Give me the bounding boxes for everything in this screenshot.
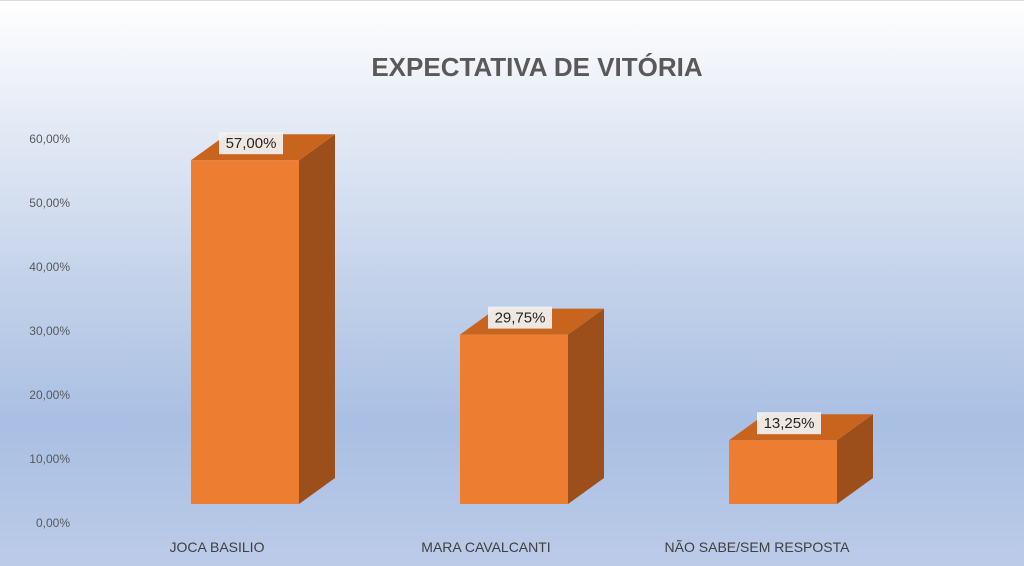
bar-side <box>837 414 873 504</box>
data-label-text: 29,75% <box>495 310 546 327</box>
bar-side <box>568 308 604 504</box>
bar-group <box>460 308 604 504</box>
bar-group <box>191 134 335 504</box>
y-tick-label: 20,00% <box>29 388 70 402</box>
bar <box>729 440 837 504</box>
data-label-text: 57,00% <box>226 135 277 152</box>
x-tick-label: MARA CAVALCANTI <box>421 539 550 555</box>
y-tick-label: 60,00% <box>29 132 70 146</box>
chart-title: EXPECTATIVA DE VITÓRIA <box>371 52 703 82</box>
data-label-text: 13,25% <box>764 415 815 432</box>
data-label-box <box>488 306 552 329</box>
data-label: 13,25% <box>757 412 821 435</box>
y-tick-label: 10,00% <box>29 452 70 466</box>
data-label-box <box>219 132 283 155</box>
bars <box>191 134 873 504</box>
data-label: 57,00% <box>219 132 283 155</box>
x-axis: JOCA BASILIO MARA CAVALCANTI NÃO SABE/SEM … <box>170 539 851 555</box>
y-tick-label: 0,00% <box>36 516 70 530</box>
y-tick-label: 40,00% <box>29 260 70 274</box>
bar <box>191 160 299 504</box>
bar-side <box>299 134 335 504</box>
y-tick-label: 50,00% <box>29 196 70 210</box>
data-label: 29,75% <box>488 306 552 329</box>
data-label-box <box>757 412 821 435</box>
x-tick-label: JOCA BASILIO <box>170 539 265 555</box>
x-tick-label: NÃO SABE/SEM RESPOSTA <box>665 539 851 555</box>
bar <box>460 334 568 504</box>
y-tick-label: 30,00% <box>29 324 70 338</box>
y-axis: 0,00% 10,00% 20,00% 30,00% 40,00% 50,00% 60,00… <box>29 132 70 530</box>
data-labels: 57,00% 29,75% 13,25% <box>219 132 821 435</box>
